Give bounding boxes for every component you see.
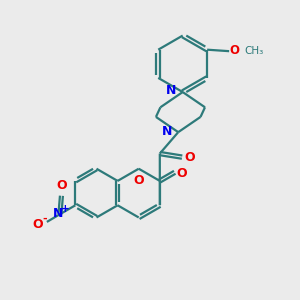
Text: O: O <box>32 218 43 231</box>
Text: O: O <box>56 179 67 192</box>
Text: O: O <box>184 151 195 164</box>
Text: +: + <box>61 204 70 214</box>
Text: -: - <box>42 213 47 224</box>
Text: O: O <box>177 167 188 180</box>
Text: O: O <box>134 174 144 187</box>
Text: N: N <box>162 125 172 138</box>
Text: N: N <box>53 207 64 220</box>
Text: N: N <box>166 84 176 98</box>
Text: CH₃: CH₃ <box>244 46 264 56</box>
Text: O: O <box>230 44 240 57</box>
